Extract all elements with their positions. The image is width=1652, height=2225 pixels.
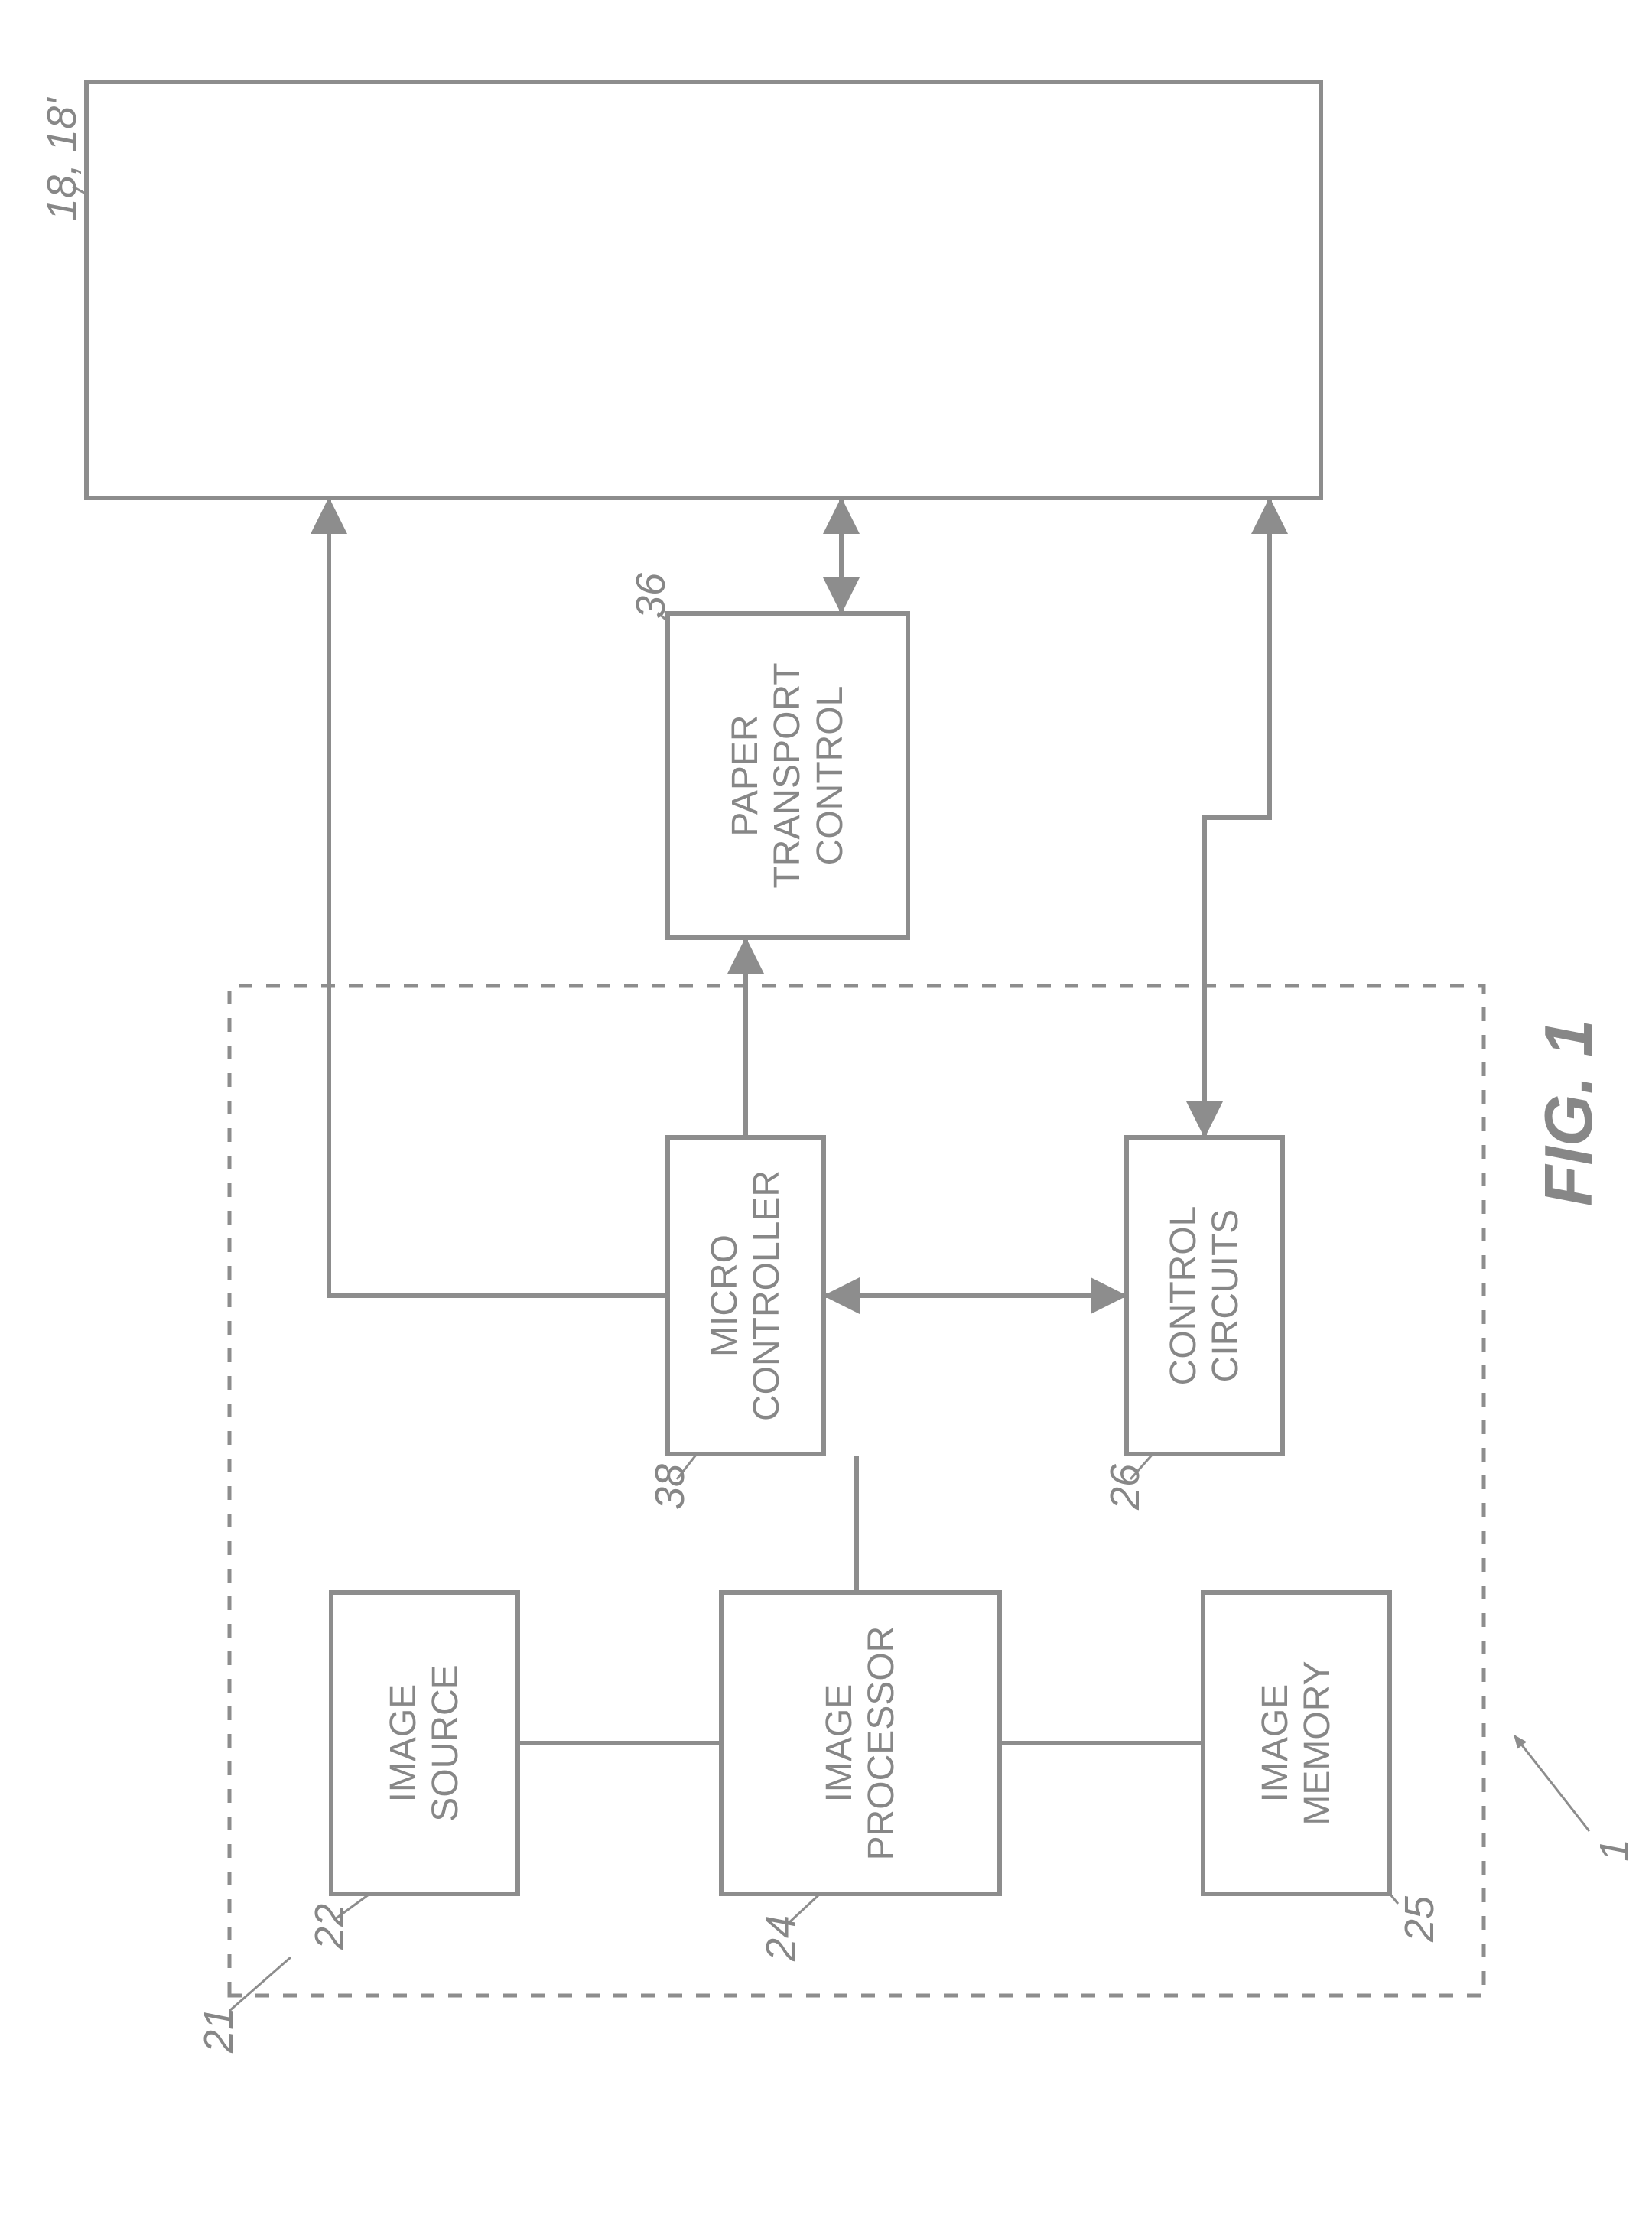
figure-title: FIG. 1	[1530, 1020, 1608, 1207]
ref-label-21: 21	[195, 2007, 242, 2053]
figure-stage: IMAGE SOURCE IMAGE PROCESSOR IMAGE MEMORY M…	[0, 0, 1652, 2225]
leader-line	[229, 1957, 291, 2011]
block-image-memory: IMAGE MEMORY	[1201, 1590, 1392, 1896]
block-label-paper-transport: PAPER TRANSPORT CONTROL	[724, 662, 851, 888]
block-image-processor: IMAGE PROCESSOR	[719, 1590, 1002, 1896]
ref-label-control-circuits: 26	[1101, 1464, 1149, 1510]
block-label-image-source: IMAGE SOURCE	[382, 1664, 467, 1821]
ref-label-image-processor: 24	[757, 1915, 805, 1961]
block-label-image-memory: IMAGE MEMORY	[1254, 1661, 1338, 1825]
connector	[329, 500, 665, 1296]
ref-label-micro-controller: 38	[646, 1464, 694, 1510]
block-micro-controller: MICRO CONTROLLER	[665, 1135, 826, 1456]
block-output-box	[84, 80, 1323, 500]
connector	[1205, 500, 1270, 1135]
block-image-source: IMAGE SOURCE	[329, 1590, 520, 1896]
ref-label-1: 1	[1591, 1839, 1638, 1862]
ref-label-image-memory: 25	[1396, 1896, 1443, 1942]
ref-label-output-box: 18, 18'	[38, 99, 86, 221]
ref-label-image-source: 22	[306, 1904, 353, 1950]
block-label-micro-controller: MICRO CONTROLLER	[704, 1170, 788, 1421]
block-label-image-processor: IMAGE PROCESSOR	[818, 1626, 902, 1861]
block-paper-transport: PAPER TRANSPORT CONTROL	[665, 611, 910, 940]
ref-label-paper-transport: 36	[627, 573, 675, 619]
leader-line	[1514, 1735, 1589, 1831]
block-label-control-circuits: CONTROL CIRCUITS	[1163, 1206, 1247, 1386]
block-control-circuits: CONTROL CIRCUITS	[1124, 1135, 1285, 1456]
